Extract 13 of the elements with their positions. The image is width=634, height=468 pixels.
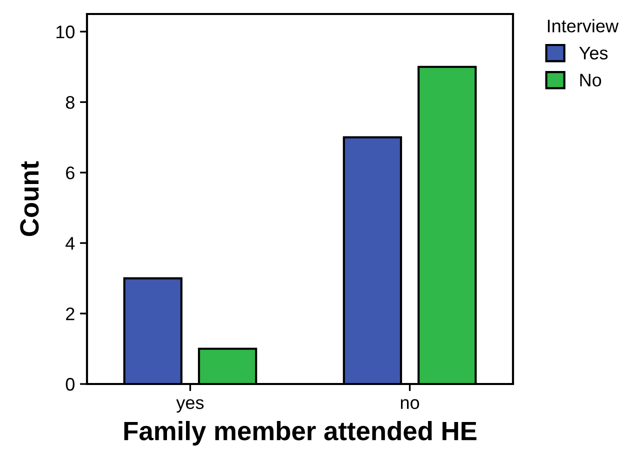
x-tick-label: no [400,399,420,410]
y-axis-title: Count [20,161,39,236]
x-axis-title: Family member attended HE [124,420,476,446]
y-tick-label: 2 [66,307,74,320]
y-tick-label: 4 [66,237,75,250]
y-tick-label: 10 [56,26,74,38]
legend-label: No [580,74,602,86]
x-tick-label: yes [176,399,204,413]
y-tick-label: 8 [66,96,74,109]
y-tick-label: 6 [66,166,74,180]
y-tick-label: 0 [66,378,74,391]
legend-label: Yes [579,46,608,60]
legend-title: Interview [548,19,619,32]
